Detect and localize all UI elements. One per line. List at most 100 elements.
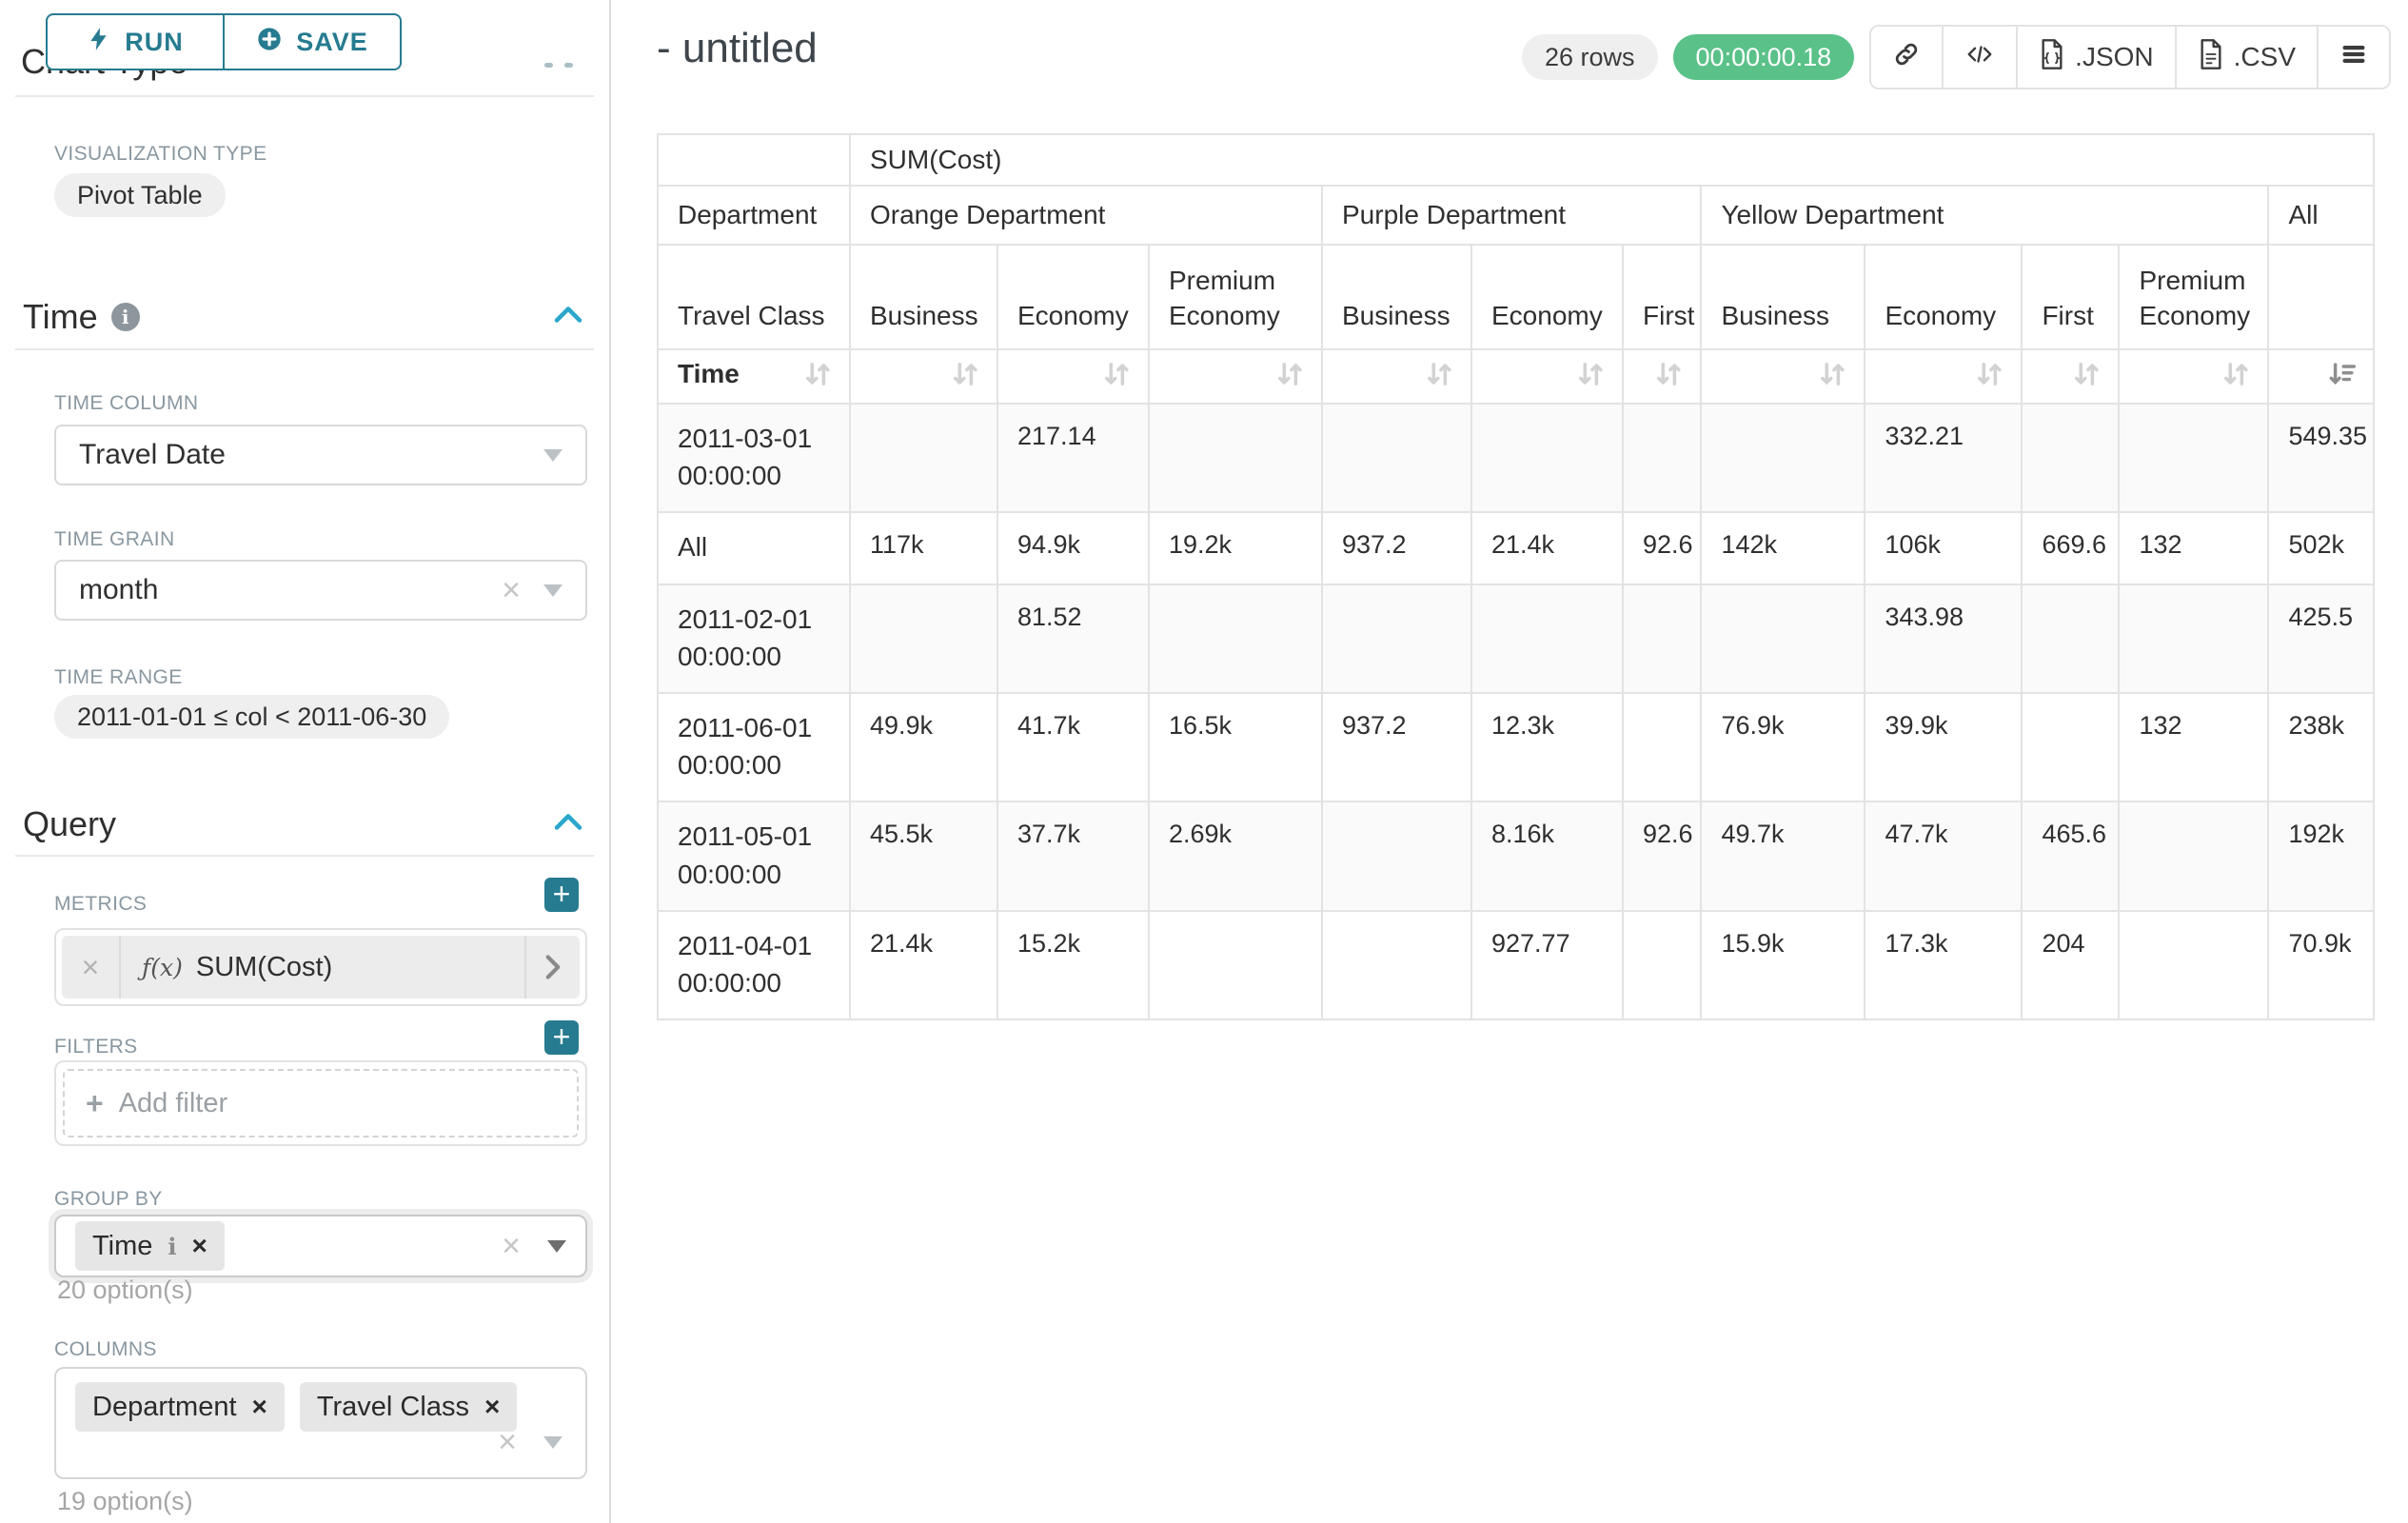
pivot-sort-cell[interactable] [1702,350,1865,403]
clear-icon[interactable]: × [502,1228,521,1264]
pivot-cell [1150,405,1321,512]
pivot-cell: 17.3k [1865,911,2022,1019]
export-json-button[interactable]: .JSON [2016,27,2175,88]
remove-tag-icon[interactable]: × [484,1392,501,1421]
pivot-sort-cell[interactable] [1624,350,1701,403]
sort-icon[interactable] [1973,361,2005,394]
remove-metric-icon[interactable]: × [62,936,121,999]
pivot-col-group: All [2269,187,2374,244]
pivot-cell: 76.9k [1702,693,1865,801]
chart-panel: - untitled 26 rows 00:00:00.18 [611,0,2408,1523]
pivot-cell [1472,405,1622,512]
columns-select[interactable]: Department × Travel Class × × [54,1367,587,1479]
viz-type-pill[interactable]: Pivot Table [54,173,226,217]
metric-expand-icon[interactable] [524,936,580,999]
time-range-label: TIME RANGE [54,666,183,688]
info-icon: i [110,303,140,331]
pivot-table: SUM(Cost) Department Orange Department Purp… [657,133,2376,1021]
caret-down-icon[interactable] [543,1435,563,1449]
pivot-cell: 502k [2269,513,2374,583]
pivot-cell [2120,911,2268,1019]
pivot-sort-cell[interactable] [998,350,1148,403]
pivot-col-group: Yellow Department [1702,187,2268,244]
run-lightning-icon [87,25,111,60]
pivot-cell [1323,802,1470,910]
pivot-cell: 927.77 [1472,911,1622,1019]
export-button-group: .JSON .CSV [1869,25,2391,89]
pivot-row-label: 2011-04-01 00:00:00 [659,911,849,1019]
time-section-title: Time [23,297,98,336]
time-range-pill[interactable]: 2011-01-01 ≤ col < 2011-06-30 [54,695,450,739]
pivot-col-header: Premium Economy [1150,246,1321,348]
columns-options-hint: 19 option(s) [57,1487,193,1515]
add-filter-plus-button[interactable]: + [544,1020,579,1055]
chart-title[interactable]: - untitled [657,25,818,71]
time-grain-select[interactable]: month × [54,560,587,621]
sort-icon[interactable] [1423,361,1455,394]
menu-icon [2339,40,2368,75]
pivot-row-label: 2011-03-01 00:00:00 [659,405,849,512]
pivot-sort-cell[interactable] [1323,350,1470,403]
pivot-sort-cell[interactable] [2023,350,2119,403]
time-column-select[interactable]: Travel Date [54,425,587,485]
caret-down-icon[interactable] [547,1239,566,1253]
add-filter-button[interactable]: + Add filter [63,1069,579,1137]
sort-icon[interactable] [1574,361,1607,394]
pivot-cell: 425.5 [2269,584,2374,692]
pivot-cell [1702,584,1865,692]
remove-tag-icon[interactable]: × [251,1392,267,1421]
sort-icon[interactable] [1816,361,1848,394]
sort-icon[interactable] [2070,361,2102,394]
collapse-chevron-icon[interactable] [554,813,582,836]
columns-tag[interactable]: Travel Class × [299,1382,518,1432]
pivot-sort-cell[interactable] [1472,350,1622,403]
pivot-table-container: SUM(Cost) Department Orange Department Purp… [657,133,2376,1021]
pivot-sort-cell[interactable] [2120,350,2268,403]
menu-button[interactable] [2317,27,2389,88]
add-metric-button[interactable]: + [544,878,579,912]
metric-function-icon: ƒ(x) [142,953,183,981]
copy-link-button[interactable] [1871,27,1943,88]
sort-icon[interactable] [801,361,834,394]
pivot-sort-cell-sorted[interactable] [2269,350,2374,403]
remove-tag-icon[interactable]: × [191,1231,207,1260]
columns-tag[interactable]: Department × [75,1382,285,1432]
group-by-select[interactable]: Time i × × [54,1215,587,1277]
pivot-row-dim-travel-class: Travel Class [659,246,849,348]
pivot-cell [1323,911,1470,1019]
view-query-button[interactable] [1942,27,2017,88]
save-button[interactable]: SAVE [224,13,402,70]
export-csv-label: .CSV [2233,42,2296,71]
pivot-sort-cell[interactable] [1150,350,1321,403]
pivot-cell: 39.9k [1865,693,2022,801]
clear-icon[interactable]: × [502,572,521,608]
sort-desc-icon[interactable] [2327,361,2358,394]
pivot-col-header: Business [1323,246,1470,348]
sort-icon[interactable] [1100,361,1133,394]
pivot-col-header: Economy [1865,246,2022,348]
time-section-header: Time i [23,297,582,337]
pivot-metric-header: SUM(Cost) [851,135,2374,185]
group-by-tag[interactable]: Time i × [75,1221,225,1271]
pivot-cell: 47.7k [1865,802,2022,910]
chart-type-collapse-icon[interactable] [544,63,573,68]
tag-label: Department [92,1391,237,1422]
clear-icon[interactable]: × [498,1424,517,1460]
metric-label: SUM(Cost) [195,951,333,982]
pivot-sort-time-cell[interactable]: Time [659,350,849,403]
pivot-col-header: First [1624,246,1701,348]
collapse-chevron-icon[interactable] [554,306,582,328]
pivot-sort-cell[interactable] [851,350,997,403]
divider [15,348,594,350]
run-button[interactable]: RUN [46,13,224,70]
sort-icon[interactable] [1652,361,1685,394]
pivot-leaf-row: Travel Class Business Economy Premium Econo… [659,246,2374,348]
metric-pill[interactable]: × ƒ(x) SUM(Cost) [62,936,580,999]
export-csv-button[interactable]: .CSV [2174,27,2317,88]
sort-icon[interactable] [949,361,981,394]
sort-icon[interactable] [2220,361,2252,394]
pivot-cell: 81.52 [998,584,1148,692]
pivot-sort-cell[interactable] [1865,350,2022,403]
sort-icon[interactable] [1273,361,1306,394]
pivot-cell [851,584,997,692]
